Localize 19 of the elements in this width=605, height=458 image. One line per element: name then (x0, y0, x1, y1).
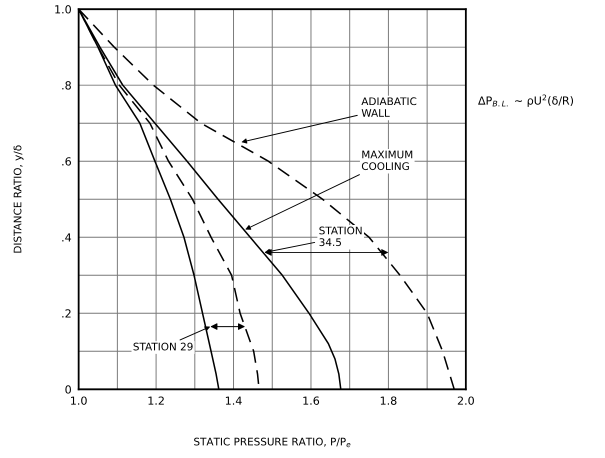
annotation: MAXIMUM COOLING (362, 150, 412, 170)
y-tick-label: 0 (65, 385, 71, 394)
y-axis-title: DISTANCE RATIO, y/δ (14, 145, 24, 253)
x-tick-label: 1.2 (148, 396, 164, 405)
y-tick-label: .4 (62, 233, 72, 242)
y-tick-label: .8 (62, 81, 71, 90)
x-tick-label: 2.0 (458, 396, 474, 405)
annotation: STATION 34.5 (319, 226, 362, 246)
x-axis-title: STATIC PRESSURE RATIO, P/P$_{e}$ (194, 438, 350, 448)
annotation: STATION 29 (134, 342, 193, 351)
text: ΔP$_{B.L.}$ ∼ ρU$^{2}$(δ/R) (478, 94, 574, 107)
x-tick-label: 1.4 (226, 396, 242, 405)
y-tick-label: .6 (62, 157, 72, 166)
x-tick-label: 1.8 (380, 396, 396, 405)
x-tick-label: 1.6 (303, 396, 320, 405)
y-tick-label: .2 (62, 309, 71, 318)
x-tick-label: 1.0 (71, 396, 87, 405)
annotation: ADIABATIC WALL (361, 97, 416, 117)
y-tick-label: 1.0 (55, 5, 71, 14)
